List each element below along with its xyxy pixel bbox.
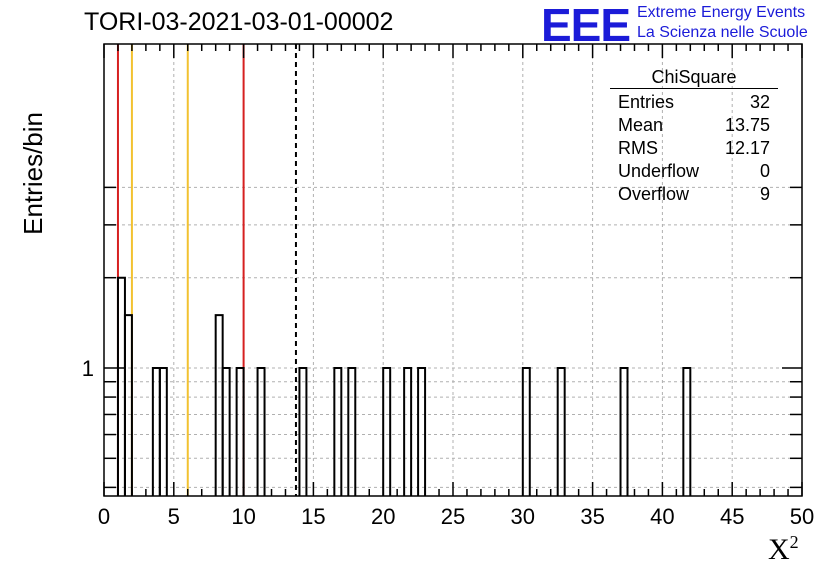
histogram-bin xyxy=(116,276,126,496)
stats-value: 9 xyxy=(759,184,770,204)
stats-row: Underflow 0 xyxy=(610,160,778,183)
x-axis-label: X2 xyxy=(768,532,799,566)
x-tick-label: 40 xyxy=(650,504,674,529)
stats-value: 0 xyxy=(759,161,770,181)
x-tick-label: 0 xyxy=(98,504,110,529)
eee-logo: EEE xyxy=(541,0,631,51)
stats-row: Mean 13.75 xyxy=(610,114,778,137)
histogram-bin xyxy=(682,367,692,496)
x-tick-label: 5 xyxy=(168,504,180,529)
stats-label: Underflow xyxy=(618,161,700,181)
logo-subtitle-1: Extreme Energy Events xyxy=(637,4,806,21)
histogram-bin xyxy=(298,367,308,496)
stats-label: RMS xyxy=(618,138,658,158)
stats-label: Overflow xyxy=(618,184,690,204)
stats-row: RMS 12.17 xyxy=(610,137,778,160)
histogram-bin xyxy=(347,367,357,496)
stats-label: Mean xyxy=(618,115,664,135)
x-tick-label: 45 xyxy=(720,504,744,529)
x-tick-label: 35 xyxy=(580,504,604,529)
stats-row: Overflow 9 xyxy=(610,183,778,206)
y-axis-label: Entries/bin xyxy=(18,112,48,235)
histogram-bin xyxy=(214,314,224,496)
x-axis-ticks: 0 5 10 15 20 25 30 35 40 45 50 xyxy=(98,44,814,529)
stats-value: 32 xyxy=(749,92,770,112)
histogram-bin xyxy=(382,367,392,496)
histogram-bin xyxy=(151,367,161,496)
stats-title: ChiSquare xyxy=(610,66,778,89)
histogram-bin xyxy=(256,367,266,496)
x-tick-label: 20 xyxy=(371,504,395,529)
stats-label: Entries xyxy=(618,92,675,112)
histogram-bin xyxy=(619,367,629,496)
histogram-bin xyxy=(556,367,566,496)
histogram-bin xyxy=(417,367,427,496)
x-tick-label: 10 xyxy=(231,504,255,529)
histogram-bars xyxy=(116,276,692,496)
histogram-bin xyxy=(221,367,231,496)
stats-row: Entries 32 xyxy=(610,91,778,114)
stats-value: 13.75 xyxy=(724,115,770,135)
histogram-bin xyxy=(333,367,343,496)
marker-lines xyxy=(116,44,297,496)
x-tick-label: 15 xyxy=(301,504,325,529)
x-tick-label: 30 xyxy=(511,504,535,529)
histogram-bin xyxy=(235,367,245,496)
histogram-bin xyxy=(123,314,133,496)
y-axis-ticks: 1 xyxy=(82,186,802,489)
histogram-bin xyxy=(521,367,531,496)
histogram-bin xyxy=(403,367,413,496)
x-tick-label: 25 xyxy=(441,504,465,529)
stats-value: 12.17 xyxy=(724,138,770,158)
x-tick-label: 50 xyxy=(790,504,814,529)
y-tick-label: 1 xyxy=(82,356,94,381)
logo-subtitle-2: La Scienza nelle Scuole xyxy=(637,24,808,41)
histogram-bin xyxy=(158,367,168,496)
chart-title: TORI-03-2021-03-01-00002 xyxy=(84,8,394,36)
stats-box: ChiSquare Entries 32 Mean 13.75 RMS 12.17 Unde… xyxy=(610,66,778,206)
